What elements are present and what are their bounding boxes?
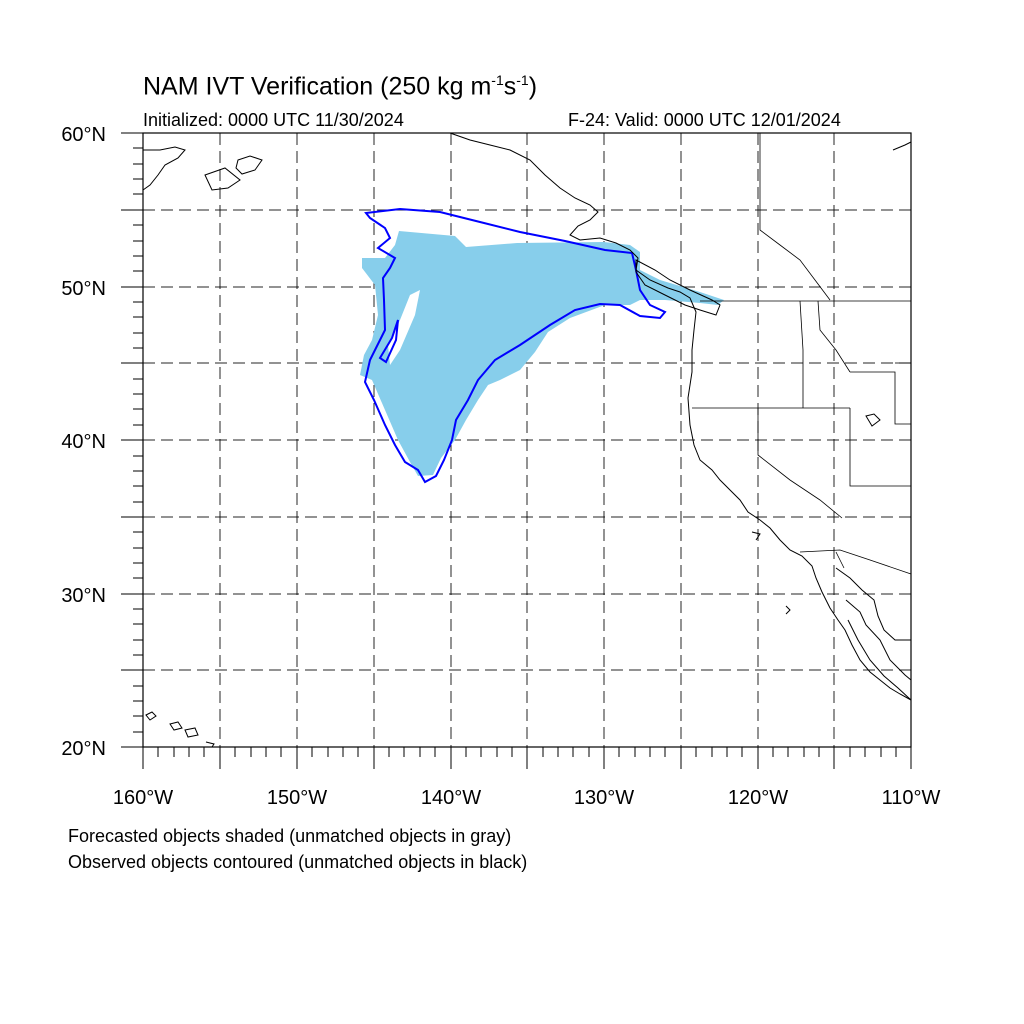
lon-ticks <box>142 747 912 769</box>
lat-ticks <box>121 132 143 748</box>
lon-label-120: 120°W <box>728 787 788 809</box>
map-title: NAM IVT Verification (250 kg m-1s-1) <box>143 72 537 101</box>
lat-label-40: 40°N <box>61 431 106 453</box>
title-mid: s <box>503 72 517 101</box>
forecast-note: Forecasted objects shaded (unmatched obj… <box>68 826 512 846</box>
observed-note: Observed objects contoured (unmatched ob… <box>68 852 528 872</box>
observed-ivt-contour <box>363 207 667 484</box>
lon-label-110: 110°W <box>882 787 941 809</box>
political-borders <box>692 133 912 575</box>
forecast-ivt-object <box>360 231 724 476</box>
lon-label-160: 160°W <box>113 787 173 809</box>
lat-label-30: 30°N <box>61 585 106 607</box>
valid-label: F-24: Valid: 0000 UTC 12/01/2024 <box>568 110 841 130</box>
title-end: ) <box>528 72 538 101</box>
initialized-label: Initialized: 0000 UTC 11/30/2024 <box>143 110 404 130</box>
coastlines <box>142 132 912 748</box>
title-main: NAM IVT Verification (250 kg m <box>143 72 492 101</box>
lat-label-50: 50°N <box>61 278 106 300</box>
lon-label-140: 140°W <box>421 787 481 809</box>
title-exp1: -1 <box>491 72 504 88</box>
observed-inner-contour <box>378 319 399 364</box>
title-exp2: -1 <box>516 72 529 88</box>
lon-label-130: 130°W <box>574 787 634 809</box>
gridlines <box>143 133 911 747</box>
lon-label-150: 150°W <box>267 787 327 809</box>
lat-label-60: 60°N <box>61 124 106 146</box>
lat-label-20: 20°N <box>61 738 106 760</box>
